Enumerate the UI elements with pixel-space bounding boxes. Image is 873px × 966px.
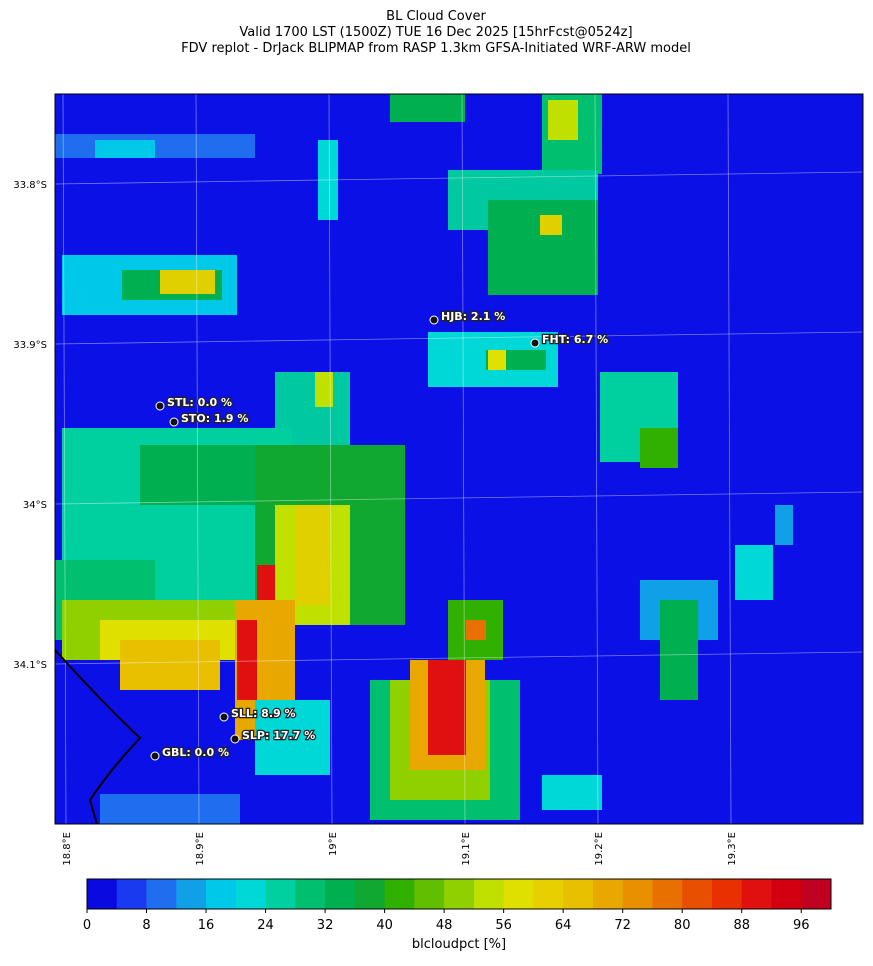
colorbar-swatch [325, 879, 356, 909]
lat-label: 33.9°S [13, 340, 47, 351]
colorbar-tick-label: 64 [555, 918, 572, 933]
colorbar-swatch [384, 879, 415, 909]
station-label: HJB: 2.1 % [441, 310, 505, 323]
lon-label: 19°E [328, 832, 339, 856]
colorbar-swatch [533, 879, 564, 909]
station-label: GBL: 0.0 % [162, 746, 229, 759]
colorbar-swatch [354, 879, 386, 909]
lat-label: 33.8°S [13, 180, 47, 191]
colorbar-tick-label: 80 [674, 918, 691, 933]
colorbar-tick-label: 88 [733, 918, 750, 933]
map-frame [54, 93, 864, 825]
colorbar-tick-label: 56 [495, 918, 512, 933]
colorbar-tick-label: 48 [436, 918, 453, 933]
colorbar-tick-label: 8 [142, 918, 150, 933]
colorbar-tick-label: 40 [376, 918, 393, 933]
station-marker [429, 315, 439, 325]
station-marker [150, 751, 160, 761]
colorbar-tick-label: 32 [317, 918, 334, 933]
colorbar-swatch [206, 879, 237, 909]
colorbar-tick-label: 96 [793, 918, 810, 933]
colorbar-swatch [235, 879, 267, 909]
station-marker [530, 338, 540, 348]
lon-label: 19.3°E [727, 832, 738, 866]
station-marker [169, 417, 179, 427]
station-label: SLL: 8.9 % [231, 707, 296, 720]
coastline [54, 649, 142, 825]
colorbar-frame [86, 878, 832, 910]
colorbar-swatch [503, 879, 534, 909]
colorbar-swatch [87, 879, 118, 909]
colorbar-swatch [622, 879, 653, 909]
colorbar-swatch [682, 879, 713, 909]
colorbar-swatch [146, 879, 177, 909]
colorbar-swatch [592, 879, 624, 909]
colorbar-swatch [265, 879, 296, 909]
colorbar-swatch [652, 879, 683, 909]
station-label: STL: 0.0 % [167, 396, 232, 409]
graticule [54, 93, 864, 825]
lon-label: 19.2°E [594, 832, 605, 866]
title-line: Valid 1700 LST (1500Z) TUE 16 Dec 2025 [… [239, 25, 632, 40]
colorbar-label: blcloudpct [%] [412, 937, 506, 952]
lat-label: 34.1°S [13, 660, 47, 671]
colorbar-swatch [444, 879, 475, 909]
station-marker [219, 712, 229, 722]
colorbar-swatch [295, 879, 326, 909]
title-line: BL Cloud Cover [386, 9, 486, 24]
colorbar-swatch [801, 879, 832, 909]
colorbar-swatch [116, 879, 148, 909]
cloud-cells [55, 94, 793, 824]
station-label: FHT: 6.7 % [542, 333, 608, 346]
station-marker [155, 401, 165, 411]
station-marker [230, 734, 240, 744]
colorbar-swatch [473, 879, 505, 909]
title-line: FDV replot - DrJack BLIPMAP from RASP 1.… [181, 41, 691, 56]
lat-label: 34°S [23, 500, 47, 511]
colorbar-tick-label: 72 [614, 918, 631, 933]
station-label: SLP: 17.7 % [242, 729, 315, 742]
colorbar-swatch [711, 879, 743, 909]
colorbar-tick-label: 0 [83, 918, 91, 933]
lon-label: 19.1°E [461, 832, 472, 866]
lon-label: 18.8°E [62, 832, 73, 866]
colorbar-swatch [414, 879, 445, 909]
colorbar-tick-label: 16 [198, 918, 215, 933]
colorbar-swatch [176, 879, 207, 909]
station-label: STO: 1.9 % [181, 412, 248, 425]
colorbar-swatch [771, 879, 802, 909]
lon-label: 18.9°E [195, 832, 206, 866]
colorbar-swatch [741, 879, 772, 909]
colorbar-tick-label: 24 [257, 918, 274, 933]
colorbar-swatch [563, 879, 594, 909]
